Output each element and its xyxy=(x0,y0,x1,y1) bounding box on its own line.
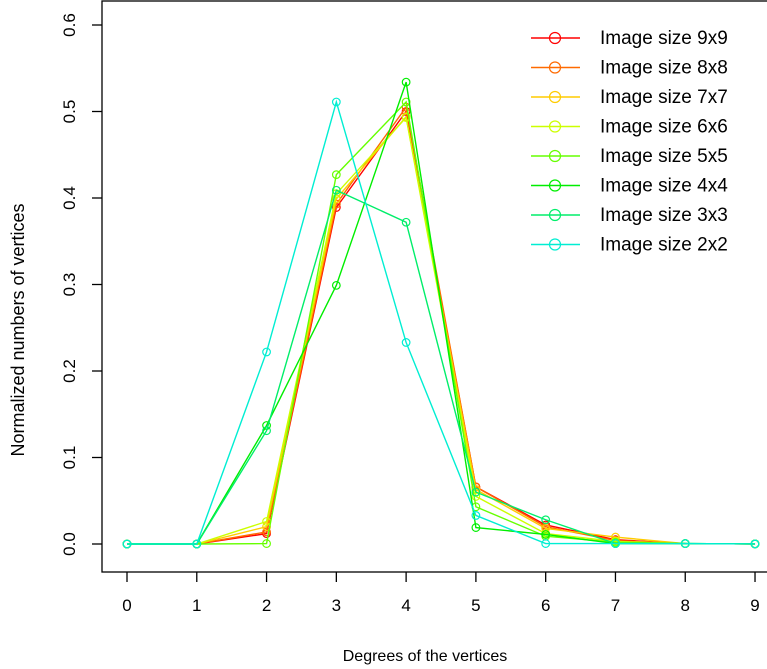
y-tick-label: 0.3 xyxy=(60,273,79,297)
x-tick-label: 2 xyxy=(262,596,271,615)
x-tick-label: 0 xyxy=(122,596,131,615)
legend-marker xyxy=(548,149,562,163)
data-point xyxy=(331,97,341,107)
series-line xyxy=(127,99,756,545)
legend-marker xyxy=(548,120,562,133)
legend-entry: Image size 8x8 xyxy=(531,58,728,79)
data-point xyxy=(192,539,202,549)
x-tick-label: 9 xyxy=(750,596,759,615)
legend-label: Image size 2x2 xyxy=(600,235,728,256)
data-point xyxy=(401,77,411,87)
legend-entry: Image size 3x3 xyxy=(531,205,728,226)
y-tick-label: 0.6 xyxy=(60,13,79,37)
legend: Image size 9x9 Image size 8x8 Image size 7… xyxy=(531,28,728,256)
x-tick-label: 7 xyxy=(611,596,620,615)
data-point xyxy=(541,530,551,539)
y-tick-label: 0.5 xyxy=(60,100,79,124)
y-tick-label: 0.4 xyxy=(60,186,79,210)
y-axis: 0.0 0.1 0.2 0.3 0.4 0.5 0.6 xyxy=(60,13,102,556)
legend-label: Image size 6x6 xyxy=(600,117,728,138)
y-tick-label: 0.1 xyxy=(60,446,79,470)
data-point xyxy=(680,539,690,548)
legend-entry: Image size 9x9 xyxy=(531,28,728,49)
data-point xyxy=(471,487,481,497)
data-point xyxy=(401,217,411,227)
legend-marker xyxy=(548,90,562,104)
x-tick-label: 6 xyxy=(541,596,550,615)
data-point xyxy=(331,170,341,180)
legend-entry: Image size 4x4 xyxy=(531,176,728,197)
data-point xyxy=(401,113,411,122)
plot-border xyxy=(101,0,767,573)
series-layer xyxy=(122,77,760,549)
x-tick-label: 1 xyxy=(192,596,201,615)
data-point xyxy=(262,426,271,436)
data-point xyxy=(541,539,551,548)
data-point xyxy=(262,539,271,548)
data-point xyxy=(611,539,620,548)
x-axis-label: Degrees of the vertices xyxy=(343,648,508,665)
plot-frame xyxy=(101,0,767,573)
legend-marker xyxy=(548,238,562,251)
legend-label: Image size 4x4 xyxy=(600,176,728,197)
data-point xyxy=(262,527,271,537)
x-tick-label: 4 xyxy=(401,596,410,615)
data-point xyxy=(331,280,341,290)
data-point xyxy=(471,523,481,532)
legend-marker xyxy=(548,179,562,192)
legend-marker xyxy=(548,208,562,222)
data-point xyxy=(750,539,760,549)
x-tick-label: 8 xyxy=(681,596,690,615)
series-image-size-2x2 xyxy=(122,97,760,549)
legend-label: Image size 9x9 xyxy=(600,28,728,49)
series-image-size-9x9 xyxy=(122,107,760,549)
data-point xyxy=(471,511,481,520)
y-axis-label: Normalized numbers of vertices xyxy=(8,203,28,456)
legend-entry: Image size 6x6 xyxy=(531,117,728,138)
legend-entry: Image size 7x7 xyxy=(531,87,728,108)
x-tick-label: 3 xyxy=(332,596,341,615)
legend-marker xyxy=(548,61,562,74)
legend-marker xyxy=(548,31,562,45)
legend-label: Image size 7x7 xyxy=(600,87,728,108)
legend-entry: Image size 2x2 xyxy=(531,235,728,256)
legend-entry: Image size 5x5 xyxy=(531,146,728,167)
data-point xyxy=(401,338,411,347)
data-point xyxy=(262,347,271,357)
legend-label: Image size 8x8 xyxy=(600,58,728,79)
legend-label: Image size 3x3 xyxy=(600,205,728,226)
y-tick-label: 0.2 xyxy=(60,359,79,383)
data-point xyxy=(541,515,551,525)
data-point xyxy=(331,185,341,195)
y-tick-label: 0.0 xyxy=(60,532,79,556)
series-image-size-8x8 xyxy=(122,102,760,549)
x-tick-label: 5 xyxy=(471,596,480,615)
data-point xyxy=(122,539,132,549)
legend-label: Image size 5x5 xyxy=(600,146,728,167)
x-axis: 0 1 2 3 4 5 6 7 8 9 xyxy=(122,572,760,615)
